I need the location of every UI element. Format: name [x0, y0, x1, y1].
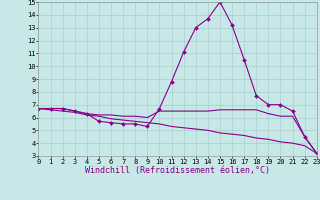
X-axis label: Windchill (Refroidissement éolien,°C): Windchill (Refroidissement éolien,°C) [85, 166, 270, 175]
